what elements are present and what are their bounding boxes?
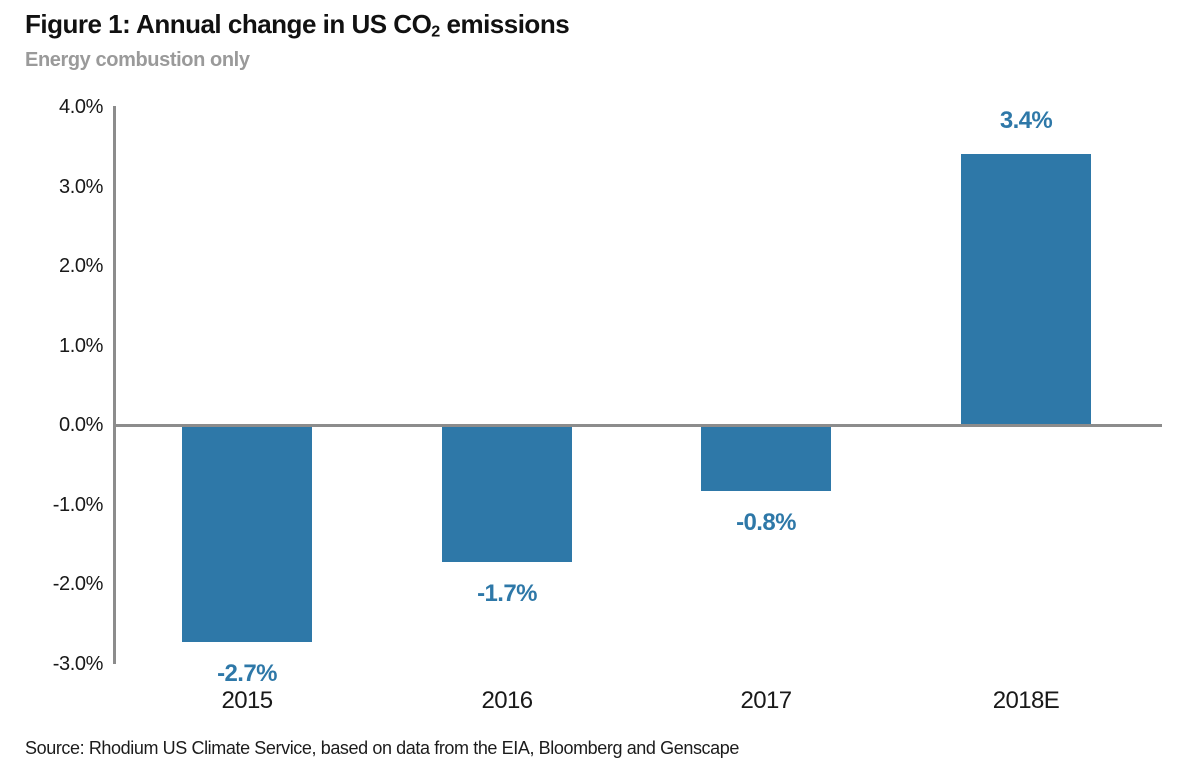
bar-2015 xyxy=(182,427,312,642)
y-axis-line xyxy=(113,106,116,664)
x-axis-category-label: 2015 xyxy=(221,687,274,714)
figure-title-suffix: emissions xyxy=(439,9,570,39)
figure-title-text: Figure 1: Annual change in US CO xyxy=(25,9,432,39)
figure-subtitle: Energy combustion only xyxy=(25,49,250,71)
zero-baseline xyxy=(113,424,1162,427)
y-axis-tick-label: 3.0% xyxy=(59,176,103,198)
y-axis-tick-label: 2.0% xyxy=(59,255,103,277)
figure-title: Figure 1: Annual change in US CO2 emissi… xyxy=(25,8,570,48)
x-axis-category-label: 2016 xyxy=(481,687,534,714)
y-axis-tick-label: 4.0% xyxy=(59,96,103,118)
bar-2016 xyxy=(442,427,572,562)
bar-value-label: -2.7% xyxy=(217,660,277,687)
y-axis-tick-label: 1.0% xyxy=(59,335,103,357)
bar-2017 xyxy=(701,427,831,491)
x-axis-category-label: 2017 xyxy=(740,687,793,714)
source-note: Source: Rhodium US Climate Service, base… xyxy=(25,738,739,758)
bar-value-label: -0.8% xyxy=(736,509,796,536)
y-axis-tick-label: -2.0% xyxy=(52,573,104,595)
bar-value-label: -1.7% xyxy=(477,580,537,607)
y-axis-tick-label: 0.0% xyxy=(59,414,103,436)
bar-value-label: 3.4% xyxy=(999,107,1053,134)
y-axis-tick-label: -3.0% xyxy=(52,653,104,675)
y-axis-tick-label: -1.0% xyxy=(52,494,104,516)
co2-subscript: 2 xyxy=(431,22,440,41)
bar-2018E xyxy=(961,154,1091,424)
x-axis-category-label: 2018E xyxy=(992,687,1060,714)
